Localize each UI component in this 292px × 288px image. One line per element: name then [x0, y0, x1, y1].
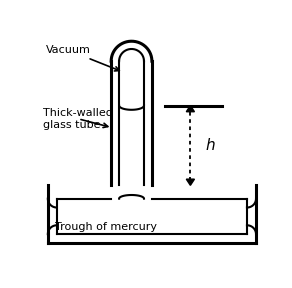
Polygon shape [186, 179, 194, 185]
Text: Vacuum: Vacuum [46, 45, 119, 71]
Text: Thick-walled
glass tube: Thick-walled glass tube [43, 108, 113, 130]
Text: $h$: $h$ [206, 137, 216, 154]
Text: Trough of mercury: Trough of mercury [55, 223, 157, 232]
Polygon shape [186, 105, 194, 112]
